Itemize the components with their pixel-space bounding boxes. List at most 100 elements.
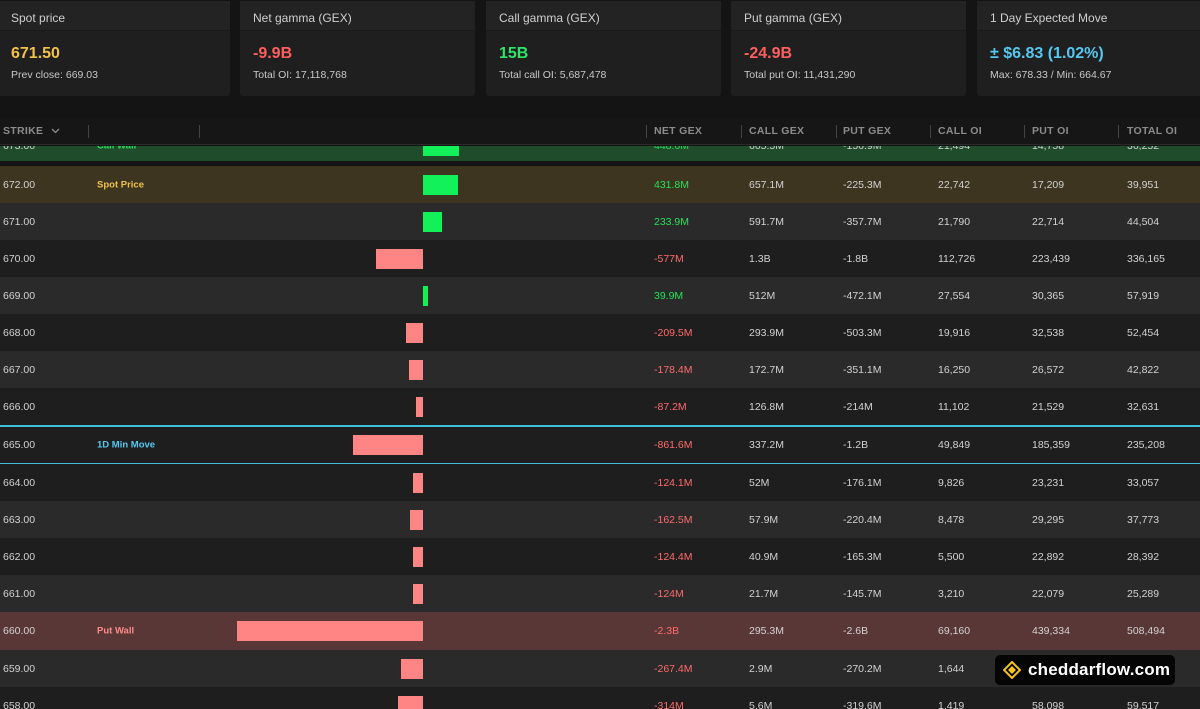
put-oi-cell: 26,572 (1032, 363, 1065, 376)
column-divider[interactable] (741, 125, 742, 138)
table-row[interactable]: 666.00 -87.2M 126.8M -214M 11,102 21,529 32,63… (0, 388, 1200, 425)
strike-cell: 669.00 (3, 289, 36, 302)
put-oi-cell: 22,079 (1032, 587, 1065, 600)
strike-cell: 658.00 (3, 699, 36, 709)
net-gex-cell: -2.3B (654, 625, 680, 637)
net-gex-cell: 233.9M (654, 215, 690, 228)
card-title: Spot price (0, 1, 230, 31)
call-oi-cell: 1,419 (938, 699, 965, 709)
put-oi-cell: 22,892 (1032, 550, 1065, 563)
column-header-put-gex[interactable]: PUT GEX (843, 125, 892, 137)
card-value: ± $6.83 (1.02%) (990, 45, 1104, 62)
table-row[interactable]: 672.00 Spot Price 431.8M 657.1M -225.3M 22,74… (0, 166, 1200, 203)
column-divider[interactable] (199, 125, 200, 138)
call-oi-cell: 11,102 (938, 400, 970, 413)
net-gamma-card: Net gamma (GEX) -9.9B Total OI: 17,118,7… (240, 1, 475, 96)
card-subtext: Total put OI: 11,431,290 (744, 69, 856, 81)
call-gex-cell: 52M (749, 477, 770, 489)
table-row[interactable]: 662.00 -124.4M 40.9M -165.3M 5,500 22,892 28,3… (0, 538, 1200, 575)
table-row[interactable]: 669.00 39.9M 512M -472.1M 27,554 30,365 57,919 (0, 277, 1200, 314)
strike-cell: 673.00 (3, 146, 36, 152)
row-marker-label: 1D Min Move (97, 439, 156, 451)
put-oi-cell: 21,529 (1032, 400, 1065, 413)
put-oi-cell: 14,758 (1032, 146, 1065, 152)
table-row[interactable]: 658.00 -314M 5.6M -319.6M 1,419 58,098 59,517 (0, 687, 1200, 709)
column-divider[interactable] (930, 125, 931, 138)
call-gex-cell: 172.7M (749, 363, 785, 376)
negative-gex-bar (353, 435, 423, 455)
spot-price-card: Spot price 671.50 Prev close: 669.03 (0, 1, 230, 96)
column-divider[interactable] (646, 125, 647, 138)
table-row[interactable]: 667.00 -178.4M 172.7M -351.1M 16,250 26,572 42… (0, 351, 1200, 388)
put-oi-cell: 32,538 (1032, 326, 1065, 339)
net-gex-cell: -124M (654, 587, 684, 600)
net-gex-cell: 448.6M (654, 146, 690, 152)
card-title: Call gamma (GEX) (486, 1, 721, 31)
put-gex-cell: -351.1M (843, 363, 882, 376)
column-header-put-oi[interactable]: PUT OI (1032, 125, 1069, 137)
call-oi-cell: 69,160 (938, 625, 971, 637)
strike-cell: 665.00 (3, 439, 36, 451)
put-gex-cell: -214M (843, 400, 873, 413)
card-subtext: Max: 678.33 / Min: 664.67 (990, 69, 1112, 81)
column-divider[interactable] (1118, 125, 1119, 138)
negative-gex-bar (412, 546, 423, 567)
call-oi-cell: 8,478 (938, 513, 965, 526)
call-oi-cell: 112,726 (938, 252, 976, 265)
call-gex-cell: 657.1M (749, 178, 785, 191)
column-header-call-gex[interactable]: CALL GEX (749, 125, 805, 137)
total-oi-cell: 235,208 (1127, 439, 1165, 451)
total-oi-cell: 508,494 (1127, 625, 1165, 637)
table-row[interactable]: 665.00 1D Min Move -861.6M 337.2M -1.2B 49,84… (0, 426, 1200, 464)
call-oi-cell: 3,210 (938, 587, 965, 600)
table-row[interactable]: 660.00 Put Wall -2.3B 295.3M -2.6B 69,160 439,… (0, 612, 1200, 650)
table-row[interactable]: 664.00 -124.1M 52M -176.1M 9,826 23,231 33,057 (0, 464, 1200, 502)
put-oi-cell: 29,295 (1032, 513, 1065, 526)
put-oi-cell: 22,714 (1032, 215, 1065, 228)
negative-gex-bar (412, 473, 423, 493)
net-gex-cell: -124.4M (654, 550, 693, 563)
put-gex-cell: -503.3M (843, 326, 882, 339)
card-title: Put gamma (GEX) (731, 1, 966, 31)
put-oi-cell: 30,365 (1032, 289, 1065, 302)
total-oi-cell: 57,919 (1127, 289, 1160, 302)
brand-text: cheddarflow.com (1028, 660, 1171, 679)
call-oi-cell: 9,826 (938, 477, 965, 489)
strike-cell: 660.00 (3, 625, 36, 637)
call-oi-cell: 5,500 (938, 550, 965, 563)
call-gex-cell: 295.3M (749, 625, 785, 637)
column-divider[interactable] (88, 125, 89, 138)
cheddarflow-logo-icon (1003, 661, 1021, 679)
column-header-total-oi[interactable]: TOTAL OI (1127, 125, 1178, 137)
column-header-strike[interactable]: STRIKE (3, 125, 60, 137)
column-divider[interactable] (1024, 125, 1025, 138)
negative-gex-bar (408, 359, 423, 380)
strike-cell: 662.00 (3, 550, 36, 563)
table-row[interactable]: 671.00 233.9M 591.7M -357.7M 21,790 22,714 44,… (0, 203, 1200, 240)
cheddarflow-watermark: cheddarflow.com (995, 655, 1175, 685)
column-header-call-oi[interactable]: CALL OI (938, 125, 982, 137)
strike-cell: 667.00 (3, 363, 36, 376)
put-gex-cell: -1.8B (843, 252, 869, 265)
put-gex-cell: -225.3M (843, 178, 882, 191)
put-oi-cell: 185,359 (1032, 439, 1070, 451)
put-gex-cell: -357.7M (843, 215, 882, 228)
row-marker-label: Put Wall (97, 625, 135, 637)
call-oi-cell: 16,250 (938, 363, 971, 376)
put-gex-cell: -270.2M (843, 662, 882, 675)
net-gex-cell: -162.5M (654, 513, 693, 526)
total-oi-cell: 52,454 (1127, 326, 1160, 339)
table-row[interactable]: 673.00 Call Wall 448.6M 605.5M -156.9M 21,494… (0, 146, 1200, 161)
call-gex-cell: 512M (749, 289, 776, 302)
total-oi-cell: 44,504 (1127, 215, 1160, 228)
card-value: -9.9B (253, 45, 293, 62)
table-row[interactable]: 670.00 -577M 1.3B -1.8B 112,726 223,439 336,16… (0, 240, 1200, 277)
table-row[interactable]: 668.00 -209.5M 293.9M -503.3M 19,916 32,538 52… (0, 314, 1200, 351)
table-row[interactable]: 663.00 -162.5M 57.9M -220.4M 8,478 29,295 37,7… (0, 501, 1200, 538)
table-row[interactable]: 661.00 -124M 21.7M -145.7M 3,210 22,079 25,289 (0, 575, 1200, 612)
put-oi-cell: 439,334 (1032, 625, 1070, 637)
column-divider[interactable] (836, 125, 837, 138)
column-header-net-gex[interactable]: NET GEX (654, 125, 703, 137)
call-gex-cell: 337.2M (749, 439, 785, 451)
total-oi-cell: 39,951 (1127, 178, 1160, 191)
